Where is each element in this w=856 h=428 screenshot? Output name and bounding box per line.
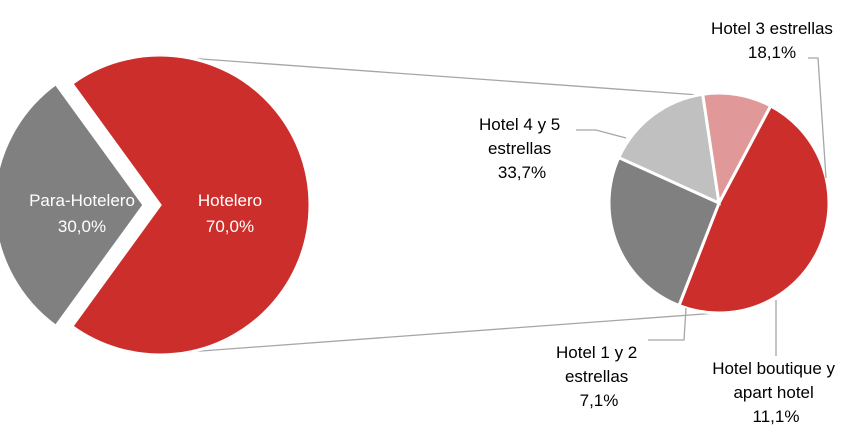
leader-hotel-4-5 xyxy=(576,129,627,139)
value-hotelero: 70,0% xyxy=(206,217,254,236)
slice-hotel-3-estrellas xyxy=(607,155,721,308)
label-hotelero: Hotelero xyxy=(198,191,262,210)
label-hotel-3: Hotel 3 estrellas xyxy=(711,19,833,38)
secondary-pie xyxy=(607,91,831,315)
leader-lines xyxy=(576,57,827,356)
connector-top xyxy=(191,57,700,96)
value-para-hotelero: 30,0% xyxy=(58,217,106,236)
label-para-hotelero: Para-Hotelero xyxy=(29,191,135,210)
main-pie xyxy=(0,53,312,357)
value-hotel-boutique: 11,1% xyxy=(753,407,800,426)
label-hotel-4-5: Hotel 4 y 5 estrellas 33,7% xyxy=(479,115,565,182)
label-hotel-boutique: Hotel boutique y apart hotel 11,1% xyxy=(712,359,840,426)
connector-lines xyxy=(191,57,718,353)
value-hotel-1-2: 7,1% xyxy=(580,391,619,410)
value-hotel-3: 18,1% xyxy=(748,43,796,62)
slice-hotelero xyxy=(69,53,312,357)
slice-hotel-4-y-5-estrellas xyxy=(677,103,831,315)
slice-para-hotelero xyxy=(0,81,146,329)
label-hotel-1-2: Hotel 1 y 2 estrellas 7,1% xyxy=(556,343,642,410)
connector-bottom xyxy=(191,312,718,353)
value-hotel-4-5: 33,7% xyxy=(498,163,546,182)
leader-hotel-1-2 xyxy=(648,307,687,341)
leader-hotel-3 xyxy=(808,57,827,179)
slice-hotel-1-y-2-estrellas xyxy=(701,91,773,208)
slice-hotel-boutique-y-apart-hotel xyxy=(616,92,721,206)
